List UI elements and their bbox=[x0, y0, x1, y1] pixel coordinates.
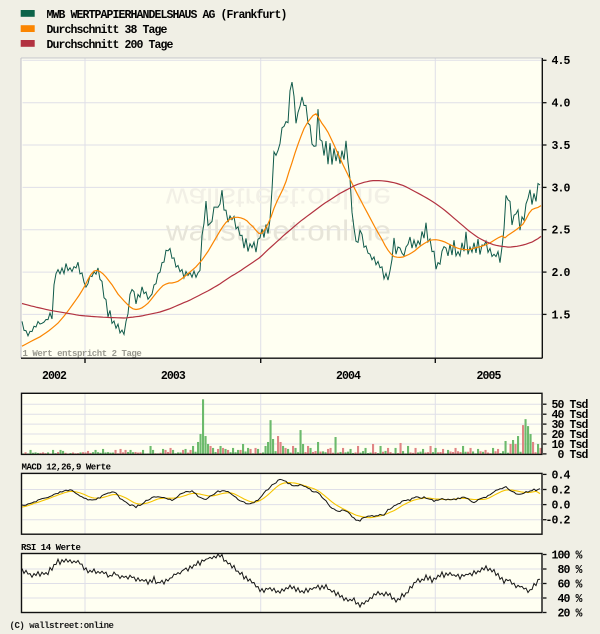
svg-text:0 Tsd: 0 Tsd bbox=[552, 449, 589, 462]
svg-text:50 Tsd: 50 Tsd bbox=[552, 399, 589, 412]
svg-text:2.0: 2.0 bbox=[552, 267, 571, 280]
svg-text:0.2: 0.2 bbox=[552, 484, 571, 497]
svg-text:1.5: 1.5 bbox=[552, 309, 571, 322]
svg-text:3.0: 3.0 bbox=[552, 182, 571, 195]
svg-text:10 Tsd: 10 Tsd bbox=[552, 439, 589, 452]
svg-text:20 Tsd: 20 Tsd bbox=[552, 429, 589, 442]
svg-text:RSI 14 Werte: RSI 14 Werte bbox=[21, 543, 80, 553]
svg-text:2002: 2002 bbox=[42, 370, 67, 383]
svg-text:0.4: 0.4 bbox=[552, 469, 571, 482]
svg-text:wallstreet:online: wallstreet:online bbox=[165, 182, 391, 214]
svg-text:-0.2: -0.2 bbox=[546, 515, 571, 528]
svg-text:40 %: 40 % bbox=[552, 593, 583, 606]
svg-text:0.0: 0.0 bbox=[552, 500, 571, 513]
svg-text:3.5: 3.5 bbox=[552, 140, 571, 153]
svg-text:2.5: 2.5 bbox=[552, 225, 571, 238]
svg-text:80 %: 80 % bbox=[552, 564, 583, 577]
svg-text:2004: 2004 bbox=[336, 370, 361, 383]
svg-text:MACD 12,26,9 Werte: MACD 12,26,9 Werte bbox=[22, 462, 111, 472]
svg-text:Durchschnitt 200 Tage: Durchschnitt 200 Tage bbox=[47, 39, 174, 52]
svg-text:40 Tsd: 40 Tsd bbox=[552, 409, 589, 422]
svg-text:30 Tsd: 30 Tsd bbox=[552, 419, 589, 432]
svg-text:2005: 2005 bbox=[476, 370, 501, 383]
svg-text:60 %: 60 % bbox=[552, 578, 583, 591]
svg-text:Durchschnitt 38 Tage: Durchschnitt 38 Tage bbox=[47, 24, 168, 37]
svg-text:1 Wert entspricht 2 Tage: 1 Wert entspricht 2 Tage bbox=[23, 349, 142, 359]
svg-text:MWB WERTPAPIERHANDELSHAUS AG (: MWB WERTPAPIERHANDELSHAUS AG (Frankfurt) bbox=[47, 9, 287, 22]
svg-text:20 %: 20 % bbox=[552, 607, 583, 620]
svg-text:4.5: 4.5 bbox=[552, 55, 571, 68]
svg-text:100 %: 100 % bbox=[552, 549, 583, 562]
svg-text:4.0: 4.0 bbox=[552, 98, 571, 111]
svg-text:(C) wallstreet:online: (C) wallstreet:online bbox=[10, 621, 114, 631]
svg-text:2003: 2003 bbox=[161, 370, 186, 383]
svg-text:wallstreet:online: wallstreet:online bbox=[165, 216, 391, 248]
